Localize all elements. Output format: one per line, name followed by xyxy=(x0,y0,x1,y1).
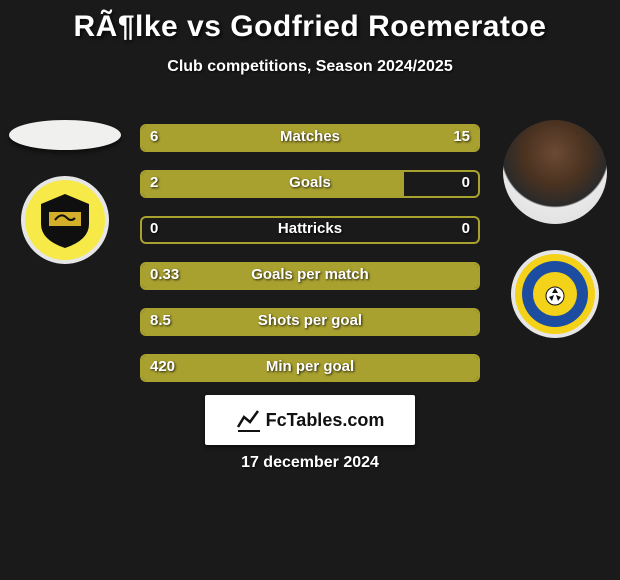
page-subtitle: Club competitions, Season 2024/2025 xyxy=(0,58,620,76)
right-player-column xyxy=(490,110,620,338)
stat-row: Shots per goal8.5 xyxy=(140,308,480,336)
club-emblem-right xyxy=(520,259,590,329)
page-title: RÃ¶lke vs Godfried Roemeratoe xyxy=(0,0,620,44)
brand-text: FcTables.com xyxy=(266,410,385,431)
stat-track xyxy=(140,262,480,290)
club-badge-left xyxy=(21,176,109,264)
stat-row: Goals20 xyxy=(140,170,480,198)
stat-row: Matches615 xyxy=(140,124,480,152)
player-avatar-left xyxy=(9,120,121,150)
stat-track xyxy=(140,170,480,198)
chart-icon xyxy=(236,407,262,433)
stat-fill-left xyxy=(142,356,478,380)
brand-logo: FcTables.com xyxy=(205,395,415,445)
stat-track xyxy=(140,216,480,244)
date-label: 17 december 2024 xyxy=(0,454,620,472)
stat-track xyxy=(140,124,480,152)
club-emblem-left xyxy=(35,190,95,250)
stat-row: Hattricks00 xyxy=(140,216,480,244)
stat-row: Min per goal420 xyxy=(140,354,480,382)
stat-fill-left xyxy=(142,172,404,196)
club-badge-right xyxy=(511,250,599,338)
left-player-column xyxy=(0,110,130,264)
player-avatar-right xyxy=(503,120,607,224)
stat-fill-left xyxy=(142,310,478,334)
stat-bars: Matches615 Goals20 Hattricks00 Goals per ma… xyxy=(140,124,480,400)
stat-fill-left xyxy=(142,126,310,150)
stat-track xyxy=(140,308,480,336)
stat-fill-right xyxy=(310,126,478,150)
stat-track xyxy=(140,354,480,382)
stat-row: Goals per match0.33 xyxy=(140,262,480,290)
stat-fill-left xyxy=(142,264,478,288)
